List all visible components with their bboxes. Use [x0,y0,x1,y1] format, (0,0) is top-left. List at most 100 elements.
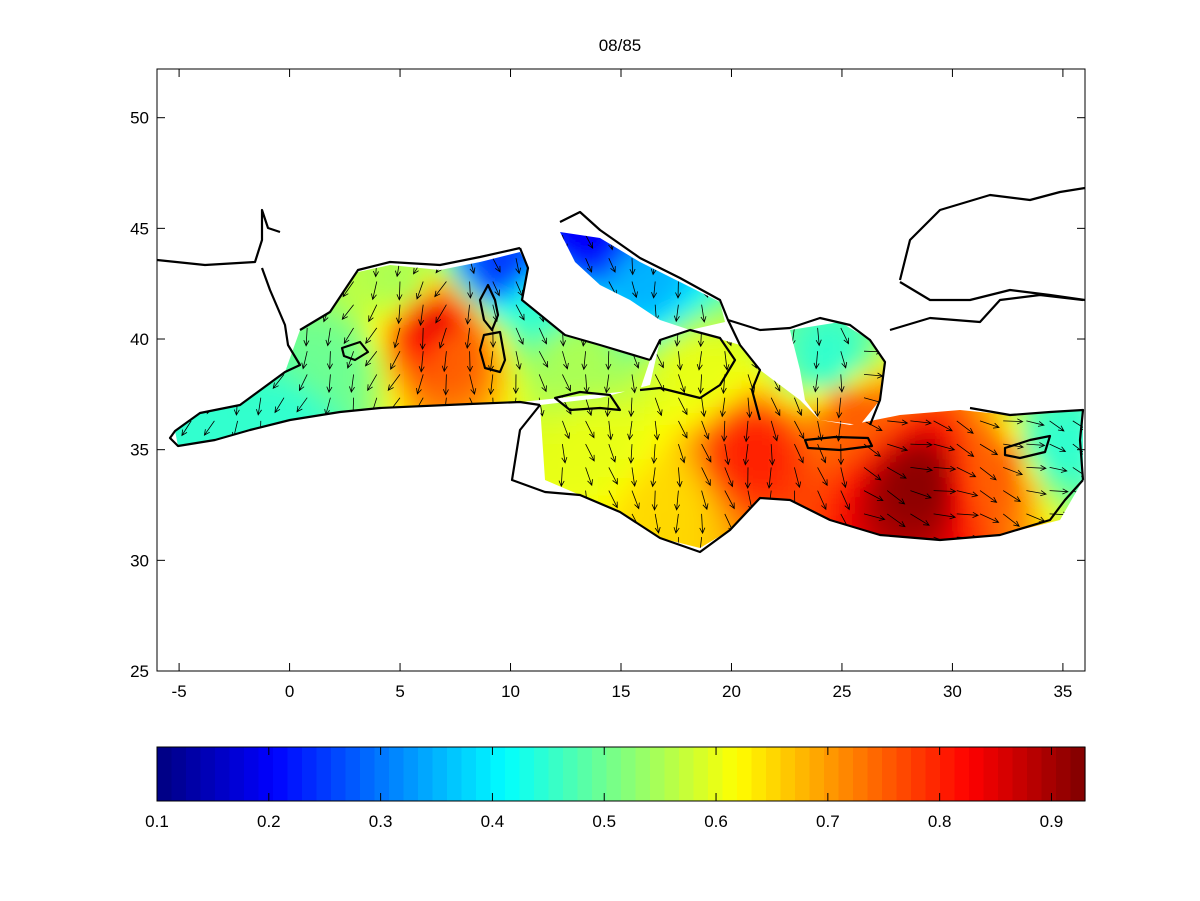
wind-arrow [744,258,750,277]
heat-cell [668,475,689,495]
heat-cell [510,210,530,230]
heat-cell [756,422,777,442]
heat-cell [297,369,318,389]
heat-cell [227,174,247,194]
wind-arrow [677,258,684,276]
heat-cell [491,404,512,425]
wind-arrow [631,467,637,488]
heat-cell [474,475,494,495]
heat-cell [456,174,476,194]
heat-cell [1004,298,1025,318]
heat-cell [668,404,689,425]
heat-cell [491,439,512,460]
heat-cell [951,457,972,478]
heat-cell [474,457,494,478]
heat-cell [845,439,866,460]
wind-arrow [769,327,776,347]
wind-arrow [696,351,703,371]
x-tick-label: 15 [612,682,631,701]
wind-arrow [813,374,819,393]
colorbar-segment [548,747,564,801]
heat-cell [244,439,265,460]
heat-cell [527,262,547,283]
wind-arrow [538,536,549,548]
heat-cell [544,510,565,531]
heat-cell [703,245,724,265]
heat-cell [739,298,759,318]
wind-arrow [583,560,588,579]
heat-cell [616,192,636,212]
wind-arrow [419,327,426,351]
heat-cell [1039,315,1060,336]
wind-arrow [813,560,818,580]
heat-cell [527,457,547,478]
heat-cell [262,386,282,407]
heat-cell [262,492,282,513]
wind-arrow [933,465,957,472]
heat-cell [1039,333,1060,354]
wind-arrow [466,351,473,373]
heat-cell [315,439,335,460]
heat-cell [1057,546,1078,548]
heat-cell [226,369,247,389]
heat-cell [368,333,388,354]
heat-cell [315,174,335,194]
heat-cell [933,546,954,548]
wind-arrow [887,210,905,215]
heat-cell [1057,333,1078,354]
heat-cell [175,475,194,495]
heat-cell [474,262,494,283]
heat-cell [332,528,353,548]
heat-cell [810,457,830,478]
heat-cell [333,174,353,194]
wind-arrow [910,419,932,426]
heat-cell [191,315,212,336]
wind-arrow [956,374,977,382]
wind-arrow [202,234,215,251]
heat-cell [474,386,494,407]
wind-arrow [1002,304,1020,317]
heat-cell [703,528,724,548]
wind-arrow [184,443,192,462]
wind-arrow [910,256,930,263]
heat-cell [385,386,406,407]
heat-cell [969,351,989,371]
wind-arrow [157,351,168,365]
wind-arrow [1003,257,1023,265]
colorbar-segment [215,747,231,801]
wind-arrow [164,235,169,253]
wind-arrow [558,513,565,534]
heat-cell [527,174,547,194]
wind-arrow [585,443,595,462]
heat-cell [775,174,795,194]
heat-cell [368,245,388,265]
heat-cell [209,351,229,371]
heat-cell [421,546,441,548]
heat-cell [244,369,265,389]
heat-cell [916,386,936,407]
wind-arrow [766,281,773,301]
wind-arrow [350,212,355,230]
heat-cell [792,174,812,194]
colorbar-segment [737,747,753,801]
heat-cell [315,422,335,442]
wind-arrow [840,490,850,511]
heat-cell [209,510,229,531]
wind-arrow [538,351,549,368]
heat-cell [333,210,353,230]
heat-cell [1004,510,1025,531]
heat-cell [721,457,742,478]
heat-cell [633,333,653,354]
heat-cell [986,333,1007,354]
colorbar-segment [1012,747,1028,801]
heat-cell [438,439,459,460]
heat-cell [598,210,618,230]
colorbar-segment [853,747,869,801]
heat-cell [175,351,194,371]
heat-cell [845,404,866,425]
heat-cell [1039,245,1060,265]
heat-cell [828,192,848,212]
wind-arrow [608,443,617,463]
heat-cell [527,192,547,212]
heat-cell [916,439,936,460]
